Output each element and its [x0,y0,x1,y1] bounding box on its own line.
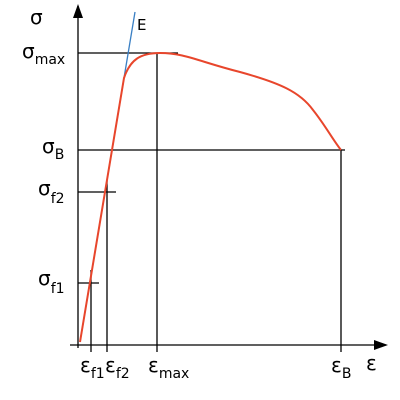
x-label: εf2 [105,353,130,382]
y-axis-label: σ [30,5,43,29]
symbol: ε [80,353,91,377]
y-label: σf2 [38,176,65,207]
y-label: σmax [22,39,65,68]
subscript: f2 [51,191,65,207]
symbol: ε [331,353,342,377]
symbol: σ [38,176,51,200]
subscript: f1 [91,366,105,382]
subscript: max [35,52,66,68]
symbol: ε [148,353,159,377]
subscript: f1 [51,281,65,297]
x-label: εmax [148,353,189,382]
subscript: B [55,147,65,163]
x-axis-label: ε [366,351,377,375]
symbol: σ [22,39,35,63]
subscript: max [159,366,190,382]
subscript: f2 [116,366,130,382]
line-label: E [137,16,146,34]
symbol: ε [105,353,116,377]
symbol: σ [42,134,55,158]
x-label: εf1 [80,353,105,382]
x-label: εB [331,353,351,382]
subscript: B [342,366,352,382]
stress-strain-curve [79,51,342,343]
y-label: σB [42,134,64,163]
y-label: σf1 [38,266,65,297]
symbol: σ [38,266,51,290]
